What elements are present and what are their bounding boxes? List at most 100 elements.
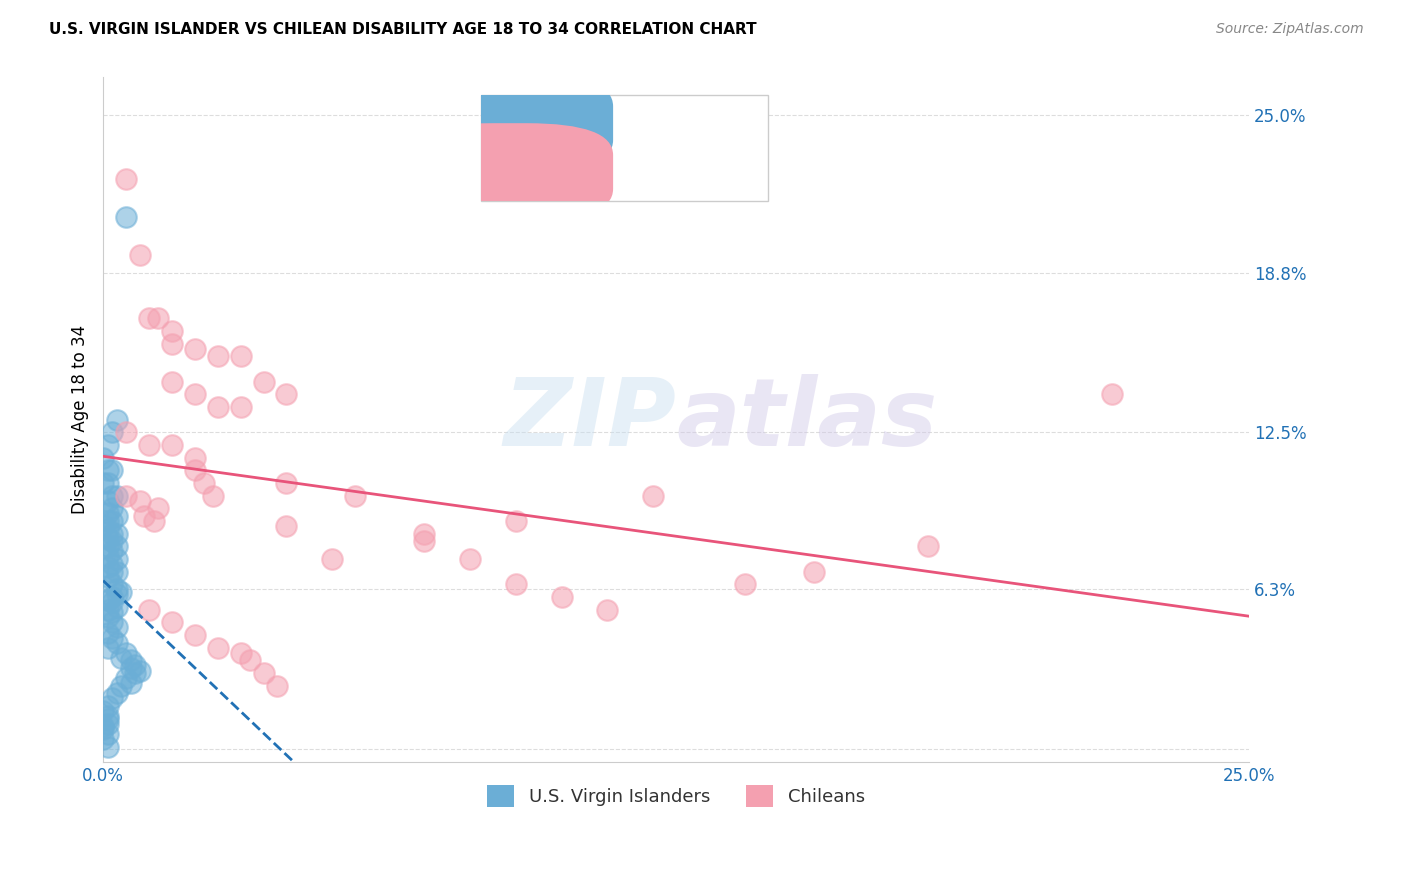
Point [97, 514, 120, 528]
Point [97, 739, 120, 754]
Point [97, 559, 120, 574]
Point [184, 463, 207, 477]
Point [596, 603, 619, 617]
Point [101, 691, 124, 706]
Point [101, 501, 124, 516]
Point [101, 526, 124, 541]
Point [134, 508, 156, 523]
Point [207, 349, 229, 363]
Point [239, 653, 262, 667]
Point [160, 375, 183, 389]
Point [101, 489, 124, 503]
Point [101, 577, 124, 591]
Point [160, 438, 183, 452]
Point [101, 595, 124, 609]
Point [105, 582, 128, 597]
Point [138, 311, 160, 326]
Point [344, 489, 367, 503]
Point [91, 704, 114, 718]
Point [252, 375, 274, 389]
Point [97, 463, 120, 477]
Point [1101, 387, 1123, 401]
Point [101, 463, 124, 477]
Point [105, 552, 128, 566]
Legend: U.S. Virgin Islanders, Chileans: U.S. Virgin Islanders, Chileans [479, 778, 872, 814]
Point [97, 727, 120, 741]
Point [207, 640, 229, 655]
Point [229, 400, 252, 414]
Text: Source: ZipAtlas.com: Source: ZipAtlas.com [1216, 22, 1364, 37]
Point [105, 635, 128, 649]
Point [184, 342, 207, 356]
Point [229, 349, 252, 363]
Point [202, 489, 225, 503]
Point [105, 620, 128, 634]
Point [101, 615, 124, 630]
Point [91, 519, 114, 533]
Point [97, 570, 120, 584]
Point [97, 507, 120, 521]
Point [413, 526, 436, 541]
Point [734, 577, 756, 591]
Point [101, 557, 124, 571]
Point [643, 489, 665, 503]
Point [101, 590, 124, 604]
Point [105, 412, 128, 426]
Point [115, 171, 138, 186]
Point [101, 514, 124, 528]
Point [505, 577, 527, 591]
Point [91, 731, 114, 746]
Point [97, 640, 120, 655]
Point [97, 603, 120, 617]
Point [120, 653, 142, 667]
Point [207, 400, 229, 414]
Point [138, 603, 160, 617]
Point [458, 552, 481, 566]
Point [101, 534, 124, 549]
Point [124, 666, 146, 681]
Point [803, 565, 825, 579]
Point [105, 539, 128, 553]
Point [110, 585, 132, 599]
Point [115, 489, 138, 503]
Point [124, 658, 146, 673]
Point [115, 210, 138, 224]
Point [97, 716, 120, 731]
Point [128, 248, 150, 262]
Point [97, 698, 120, 713]
Point [184, 450, 207, 465]
Point [138, 438, 160, 452]
Point [91, 475, 114, 490]
Point [91, 450, 114, 465]
Point [110, 651, 132, 665]
Point [160, 615, 183, 630]
Point [101, 605, 124, 619]
Point [105, 526, 128, 541]
Point [146, 311, 169, 326]
Point [252, 666, 274, 681]
Point [193, 475, 215, 490]
Point [101, 425, 124, 440]
Point [97, 522, 120, 536]
Point [115, 425, 138, 440]
Point [97, 475, 120, 490]
Point [160, 324, 183, 338]
Point [276, 387, 298, 401]
Point [120, 661, 142, 675]
Point [160, 336, 183, 351]
Text: U.S. VIRGIN ISLANDER VS CHILEAN DISABILITY AGE 18 TO 34 CORRELATION CHART: U.S. VIRGIN ISLANDER VS CHILEAN DISABILI… [49, 22, 756, 37]
Point [97, 592, 120, 607]
Point [97, 549, 120, 564]
Point [128, 664, 150, 678]
Point [413, 534, 436, 549]
Text: atlas: atlas [676, 374, 938, 466]
Point [105, 565, 128, 579]
Point [276, 519, 298, 533]
Y-axis label: Disability Age 18 to 34: Disability Age 18 to 34 [72, 325, 89, 514]
Point [115, 671, 138, 685]
Point [550, 590, 572, 604]
Point [105, 600, 128, 615]
Text: ZIP: ZIP [503, 374, 676, 466]
Point [184, 387, 207, 401]
Point [142, 514, 165, 528]
